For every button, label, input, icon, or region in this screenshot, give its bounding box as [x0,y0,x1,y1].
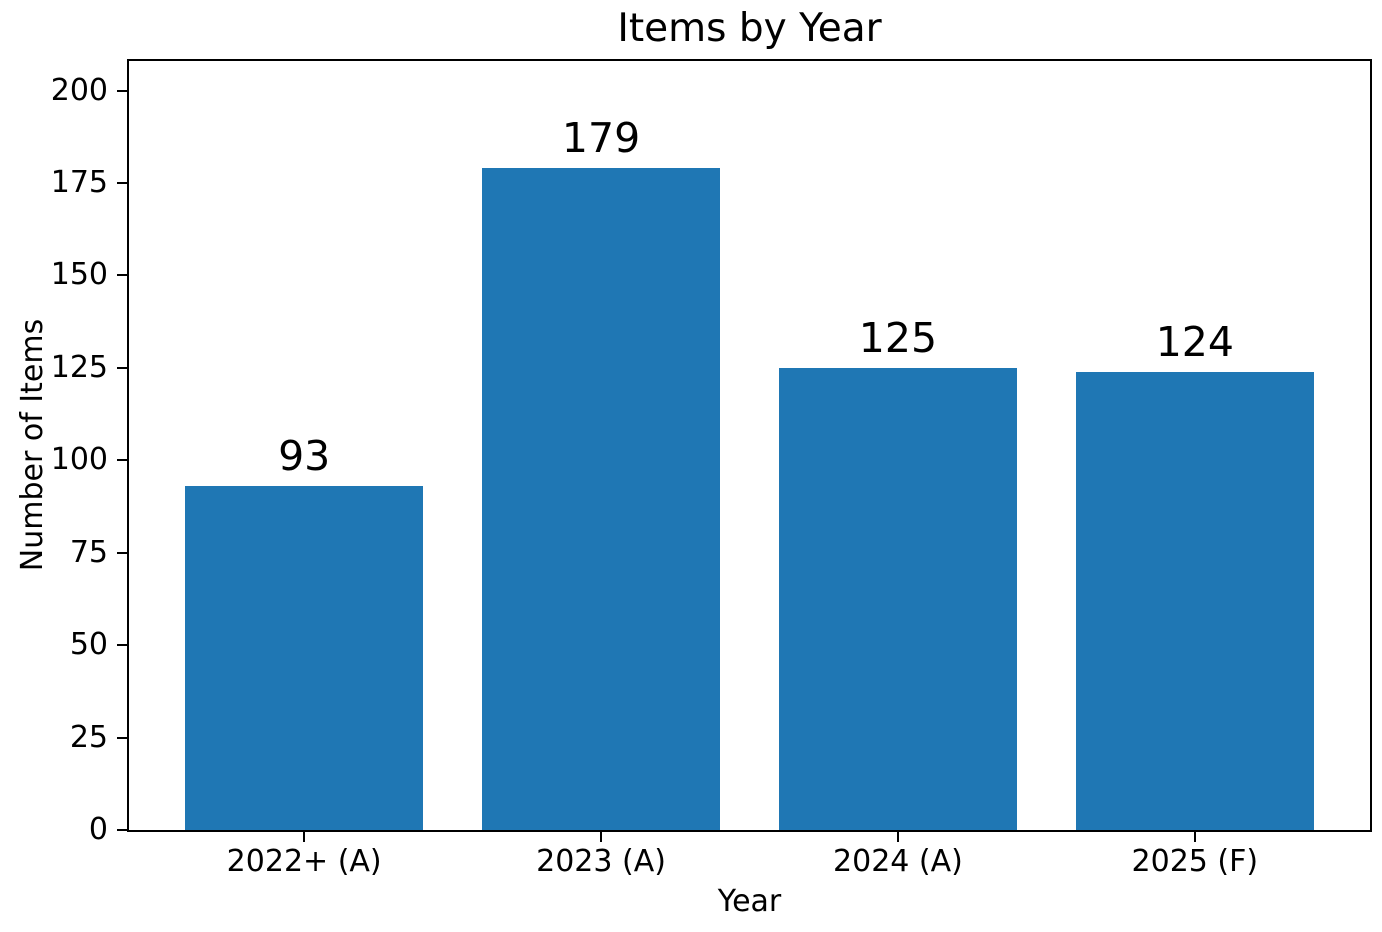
x-tick-label: 2022+ (A) [226,844,382,879]
x-tick [303,832,306,842]
x-tick-label: 2024 (A) [833,844,963,879]
chart-title: Items by Year [617,6,882,51]
y-tick [117,644,127,647]
y-tick [117,459,127,462]
y-tick-label: 75 [69,534,108,570]
y-tick [117,274,127,277]
y-tick-label: 175 [50,165,108,201]
bar [482,168,720,830]
bar-value-label: 125 [858,313,938,362]
y-tick [117,182,127,185]
bar [779,367,1017,830]
x-tick [1193,832,1196,842]
y-tick [117,829,127,831]
y-tick [117,89,127,92]
x-tick [600,832,603,842]
plot-area: 0 25 50 75 100 125 150 175 200 2022+ (A) 2023 (A) 2… [51,59,1372,879]
bar-value-label: 124 [1155,317,1234,366]
y-tick-label: 100 [50,442,108,478]
x-axis-label: Year [717,884,782,919]
y-tick-label: 200 [50,72,108,108]
y-tick [117,736,127,739]
x-tick [896,832,899,842]
bar [1076,371,1314,830]
x-tick-label: 2023 (A) [536,844,666,879]
bar [185,486,423,830]
y-tick-label: 50 [69,627,108,663]
y-tick-label: 25 [69,719,108,755]
x-tick-label: 2025 (F) [1131,844,1259,879]
y-tick-label: 125 [50,349,108,385]
y-tick-label: 0 [88,812,108,847]
bar-value-label: 93 [278,432,331,481]
y-tick [117,366,127,369]
y-tick [117,551,127,554]
bar-value-label: 179 [561,114,641,163]
y-tick-label: 150 [50,257,108,293]
